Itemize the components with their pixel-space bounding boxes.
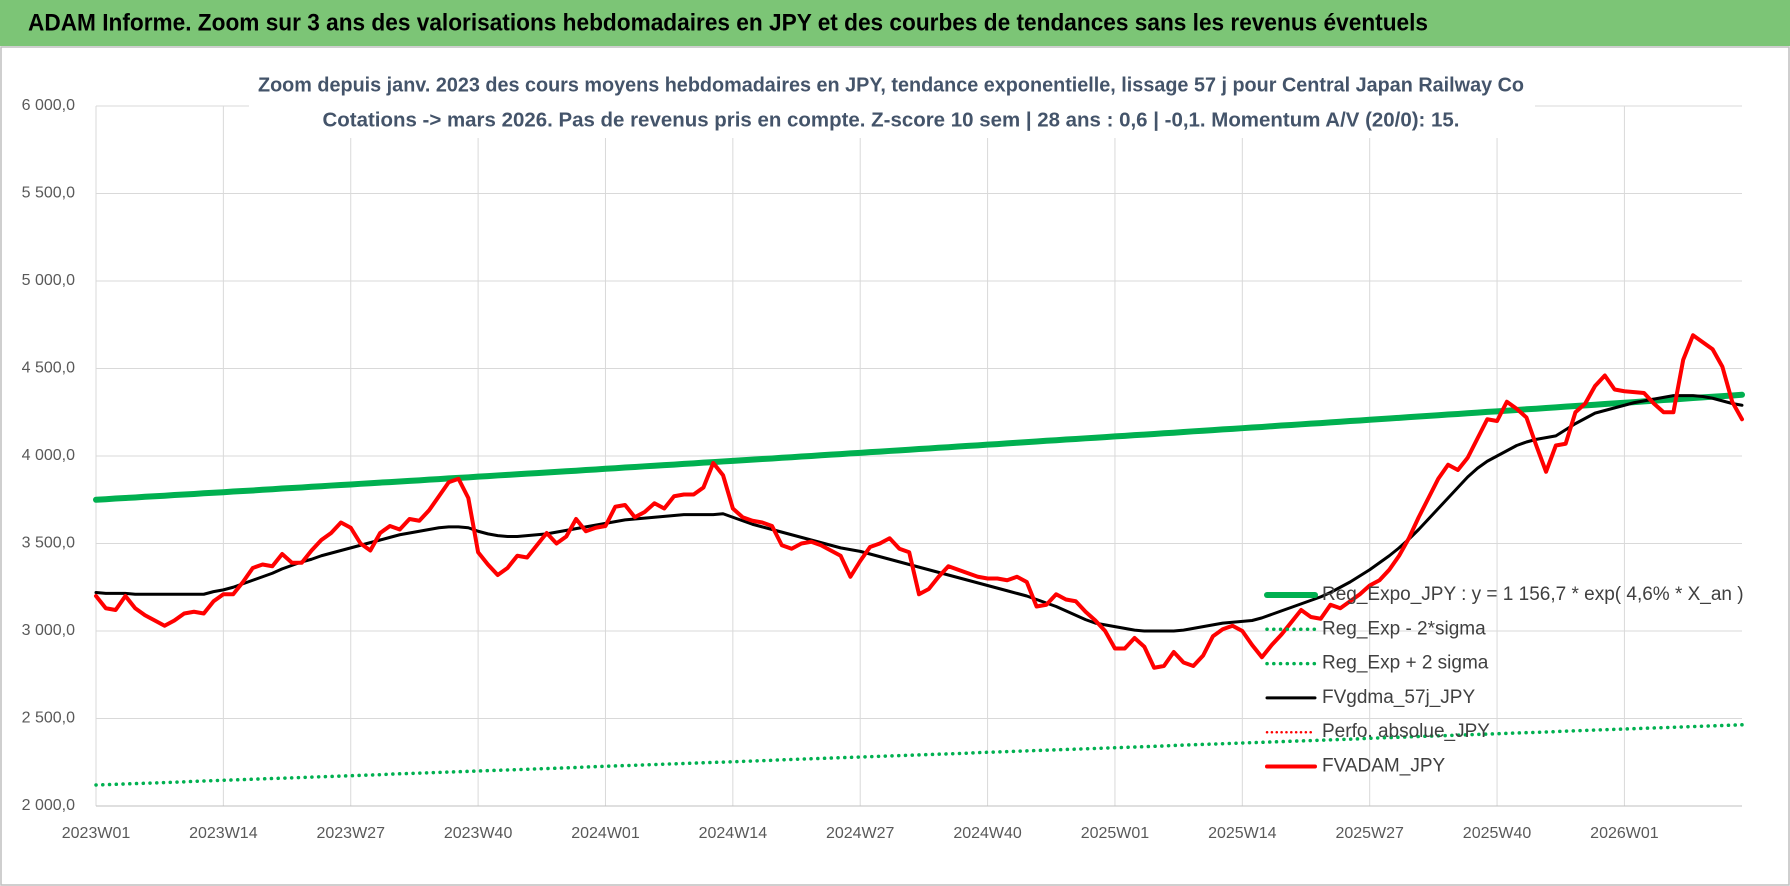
x-tick-label: 2023W27 bbox=[316, 825, 385, 842]
y-tick-label: 6 000,0 bbox=[22, 97, 75, 114]
x-tick-label: 2024W27 bbox=[826, 825, 895, 842]
y-tick-label: 5 000,0 bbox=[22, 272, 75, 289]
x-tick-label: 2025W40 bbox=[1463, 825, 1532, 842]
chart-subtitle: Cotations -> mars 2026. Pas de revenus p… bbox=[323, 109, 1460, 131]
x-tick-label: 2024W14 bbox=[699, 825, 768, 842]
x-tick-label: 2023W01 bbox=[62, 825, 131, 842]
x-tick-label: 2025W01 bbox=[1081, 825, 1150, 842]
x-tick-label: 2025W27 bbox=[1335, 825, 1404, 842]
series-line bbox=[94, 333, 1744, 670]
series-line bbox=[94, 723, 1744, 787]
y-tick-label: 3 500,0 bbox=[22, 535, 75, 552]
plot-lines bbox=[93, 333, 1745, 787]
legend-label: FVADAM_JPY bbox=[1322, 756, 1446, 777]
legend-label: FVgdma_57j_JPY bbox=[1322, 687, 1475, 708]
y-tick-label: 5 500,0 bbox=[22, 185, 75, 202]
title-background bbox=[249, 66, 1535, 138]
series-line bbox=[93, 391, 1745, 503]
x-tick-label: 2026W01 bbox=[1590, 825, 1659, 842]
series-line bbox=[94, 394, 1744, 633]
legend-label: Perfo. absolue_JPY bbox=[1322, 721, 1490, 742]
legend-label: Reg_Exp - 2*sigma bbox=[1322, 618, 1486, 639]
x-tick-label: 2025W14 bbox=[1208, 825, 1277, 842]
chart-frame bbox=[0, 46, 1790, 886]
legend: Reg_Expo_JPY : y = 1 156,7 * exp( 4,6% *… bbox=[1264, 584, 1744, 777]
y-tick-label: 3 000,0 bbox=[22, 622, 75, 639]
y-tick-label: 2 000,0 bbox=[22, 797, 75, 814]
y-tick-label: 2 500,0 bbox=[22, 710, 75, 727]
x-tick-label: 2023W40 bbox=[444, 825, 513, 842]
header-bar bbox=[0, 0, 1790, 46]
y-tick-label: 4 500,0 bbox=[22, 360, 75, 377]
header-title: ADAM Informe. Zoom sur 3 ans des valoris… bbox=[28, 9, 1428, 36]
x-tick-label: 2023W14 bbox=[189, 825, 258, 842]
legend-label: Reg_Expo_JPY : y = 1 156,7 * exp( 4,6% *… bbox=[1322, 584, 1744, 605]
y-tick-label: 4 000,0 bbox=[22, 447, 75, 464]
legend-label: Reg_Exp + 2 sigma bbox=[1322, 653, 1489, 674]
x-tick-label: 2024W40 bbox=[953, 825, 1022, 842]
chart-title: Zoom depuis janv. 2023 des cours moyens … bbox=[258, 74, 1524, 96]
x-tick-label: 2024W01 bbox=[571, 825, 640, 842]
